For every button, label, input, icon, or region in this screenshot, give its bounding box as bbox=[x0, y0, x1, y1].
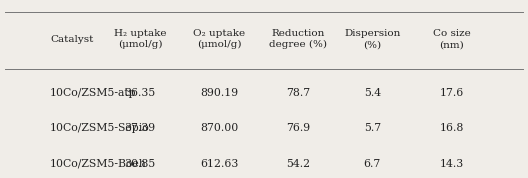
Text: 10Co/ZSM5-Sepio: 10Co/ZSM5-Sepio bbox=[50, 123, 150, 133]
Text: 37.39: 37.39 bbox=[125, 123, 155, 133]
Text: 890.19: 890.19 bbox=[200, 88, 238, 98]
Text: 54.2: 54.2 bbox=[286, 159, 310, 169]
Text: Catalyst: Catalyst bbox=[50, 35, 93, 44]
Text: 30.85: 30.85 bbox=[124, 159, 156, 169]
Text: 10Co/ZSM5-Boeh: 10Co/ZSM5-Boeh bbox=[50, 159, 147, 169]
Text: 10Co/ZSM5-atp: 10Co/ZSM5-atp bbox=[50, 88, 137, 98]
Text: 14.3: 14.3 bbox=[439, 159, 464, 169]
Text: 78.7: 78.7 bbox=[286, 88, 310, 98]
Text: 36.35: 36.35 bbox=[124, 88, 156, 98]
Text: 6.7: 6.7 bbox=[364, 159, 381, 169]
Text: Reduction
degree (%): Reduction degree (%) bbox=[269, 29, 327, 49]
Text: Co size
(nm): Co size (nm) bbox=[432, 29, 470, 49]
Text: 612.63: 612.63 bbox=[200, 159, 238, 169]
Text: 17.6: 17.6 bbox=[439, 88, 464, 98]
Text: O₂ uptake
(μmol/g): O₂ uptake (μmol/g) bbox=[193, 29, 245, 49]
Text: 870.00: 870.00 bbox=[200, 123, 238, 133]
Text: 16.8: 16.8 bbox=[439, 123, 464, 133]
Text: 76.9: 76.9 bbox=[286, 123, 310, 133]
Text: 5.7: 5.7 bbox=[364, 123, 381, 133]
Text: Dispersion
(%): Dispersion (%) bbox=[344, 29, 400, 49]
Text: H₂ uptake
(μmol/g): H₂ uptake (μmol/g) bbox=[114, 29, 166, 49]
Text: 5.4: 5.4 bbox=[364, 88, 381, 98]
